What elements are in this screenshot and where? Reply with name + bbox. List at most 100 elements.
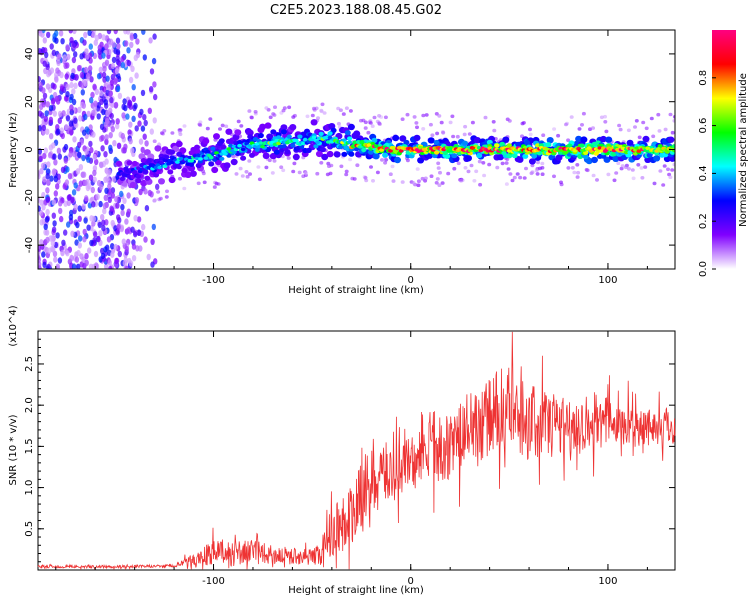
noise-speckle xyxy=(111,56,117,64)
noise-speckle xyxy=(436,161,441,166)
noise-speckle xyxy=(117,60,122,67)
noise-speckle xyxy=(344,172,349,177)
noise-speckle xyxy=(109,79,115,87)
ridge-cell xyxy=(189,159,195,163)
noise-speckle xyxy=(436,166,441,170)
noise-speckle xyxy=(49,133,54,140)
noise-speckle xyxy=(56,128,61,135)
noise-speckle xyxy=(100,134,105,142)
noise-speckle xyxy=(115,118,120,125)
noise-speckle xyxy=(441,131,446,135)
noise-speckle xyxy=(120,55,125,63)
noise-speckle xyxy=(45,128,50,135)
noise-speckle xyxy=(147,107,152,115)
noise-speckle xyxy=(72,30,77,35)
noise-speckle xyxy=(57,153,62,160)
noise-speckle xyxy=(541,133,546,137)
spectrogram-x-tick-label: -100 xyxy=(202,275,225,286)
noise-speckle xyxy=(384,158,389,162)
noise-speckle xyxy=(126,226,132,233)
noise-speckle xyxy=(130,226,135,233)
noise-speckle xyxy=(115,37,121,44)
noise-speckle xyxy=(45,208,50,216)
noise-speckle xyxy=(581,111,586,116)
noise-speckle xyxy=(504,182,509,186)
noise-speckle xyxy=(438,170,442,175)
noise-speckle xyxy=(103,151,108,158)
noise-speckle xyxy=(77,242,83,249)
noise-speckle xyxy=(60,132,65,140)
colorbar-tick-label: 0.8 xyxy=(698,70,709,86)
noise-speckle xyxy=(45,168,51,175)
noise-speckle xyxy=(110,126,116,133)
noise-speckle xyxy=(518,175,523,180)
noise-speckle xyxy=(146,253,151,261)
noise-speckle xyxy=(91,131,96,138)
snr-y-multiplier: (x10^4) xyxy=(8,305,19,346)
noise-speckle xyxy=(108,265,113,269)
noise-speckle xyxy=(522,176,527,180)
snr-x-tick-label: 0 xyxy=(408,576,414,587)
noise-speckle xyxy=(94,158,99,166)
noise-speckle xyxy=(400,180,405,184)
noise-speckle xyxy=(421,113,426,118)
ridge-cell xyxy=(175,160,180,164)
ridge-cell xyxy=(146,159,152,164)
noise-speckle xyxy=(119,190,124,198)
colorbar-ticks: 0.0 0.2 0.4 0.6 0.8 xyxy=(698,70,716,277)
noise-speckle xyxy=(631,176,636,181)
noise-speckle xyxy=(415,125,419,130)
noise-speckle xyxy=(48,116,54,124)
noise-speckle xyxy=(101,219,106,226)
noise-speckle xyxy=(131,95,136,103)
noise-speckle xyxy=(456,161,461,166)
noise-speckle xyxy=(42,176,47,183)
noise-speckle xyxy=(435,131,440,136)
noise-speckle xyxy=(121,238,127,245)
noise-speckle xyxy=(630,168,635,172)
noise-speckle xyxy=(123,104,128,112)
ridge-cell xyxy=(653,155,661,162)
ridge-cell xyxy=(144,175,151,181)
noise-speckle xyxy=(87,183,92,190)
noise-speckle xyxy=(319,161,324,165)
noise-speckle xyxy=(84,148,89,155)
noise-speckle xyxy=(38,125,43,132)
ridge-cell xyxy=(645,146,651,151)
noise-speckle xyxy=(552,127,557,131)
ridge-cell xyxy=(567,143,573,148)
noise-speckle xyxy=(405,112,410,117)
noise-speckle xyxy=(506,167,511,171)
ridge-cell xyxy=(290,143,296,148)
noise-speckle xyxy=(372,115,377,120)
noise-speckle xyxy=(268,115,273,120)
noise-speckle xyxy=(140,89,146,97)
noise-speckle xyxy=(247,109,252,113)
noise-speckle xyxy=(500,161,505,166)
noise-speckle xyxy=(110,62,116,70)
noise-speckle xyxy=(390,164,395,169)
noise-speckle xyxy=(58,30,64,37)
noise-speckle xyxy=(423,176,428,181)
ridge-cell xyxy=(218,138,225,144)
noise-speckle xyxy=(110,192,116,199)
noise-speckle xyxy=(124,40,129,47)
noise-speckle xyxy=(120,132,126,140)
noise-speckle xyxy=(451,134,456,139)
noise-speckle xyxy=(508,172,513,176)
ridge-cell xyxy=(328,123,336,130)
noise-speckle xyxy=(63,143,69,151)
ridge-cell xyxy=(361,147,367,153)
noise-speckle xyxy=(512,175,517,180)
noise-speckle xyxy=(147,189,152,197)
noise-speckle xyxy=(492,128,497,133)
noise-speckle xyxy=(42,92,48,100)
ridge-cell xyxy=(225,128,233,135)
noise-speckle xyxy=(672,115,675,119)
noise-speckle xyxy=(59,127,64,134)
noise-speckle xyxy=(115,85,121,93)
noise-speckle xyxy=(69,93,74,101)
ridge-cell xyxy=(286,134,292,139)
noise-speckle xyxy=(127,129,132,136)
ridge-cell xyxy=(399,135,407,142)
